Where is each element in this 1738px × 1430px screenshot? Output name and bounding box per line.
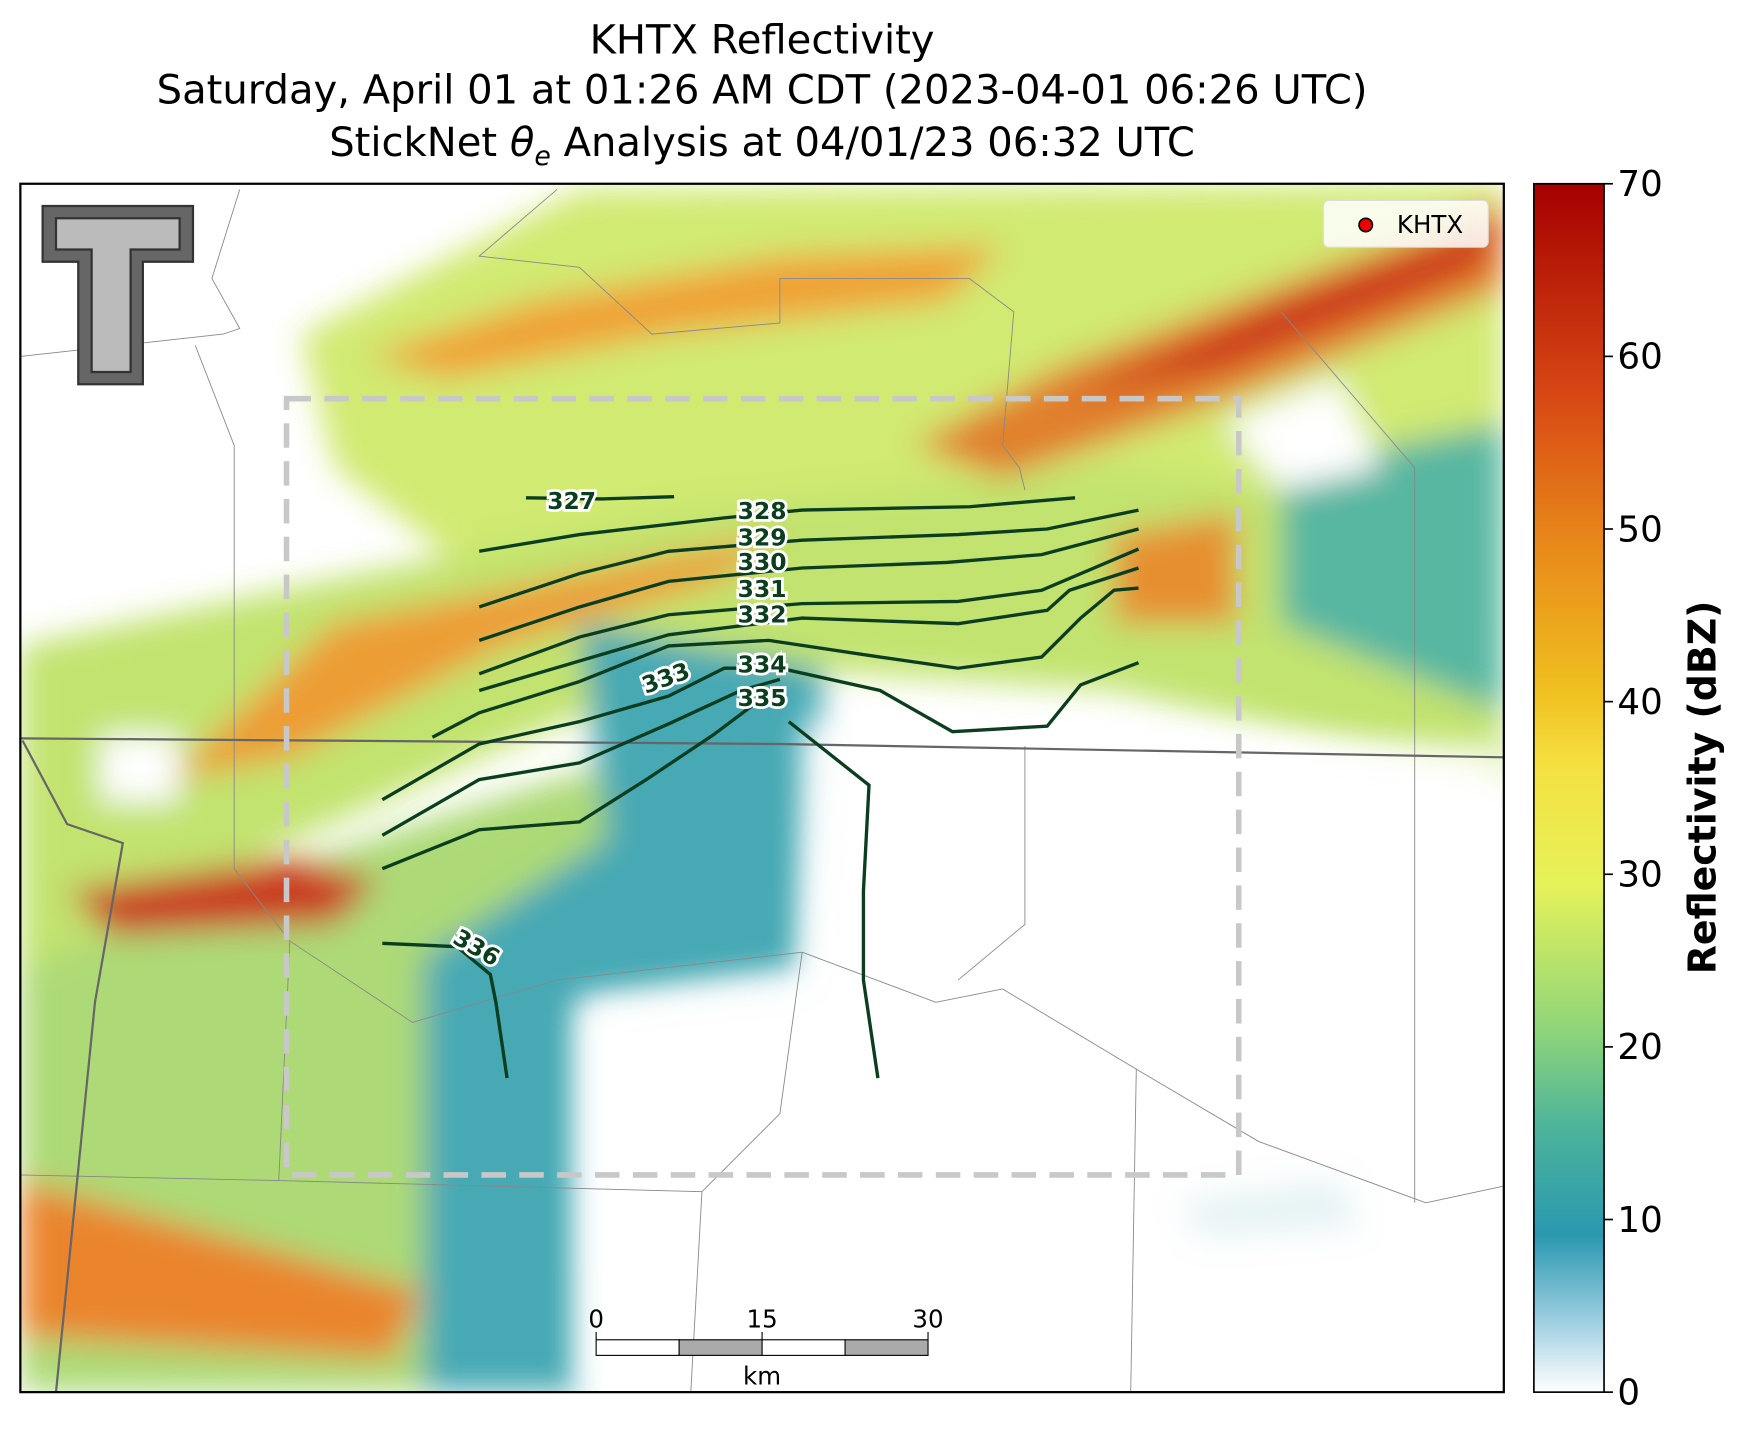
legend-marker (1358, 217, 1374, 233)
title-prefix: StickNet (329, 120, 497, 166)
scale-tick-label: 30 (912, 1305, 943, 1334)
scale-segment (595, 1339, 680, 1356)
contour-label: 329 (738, 524, 787, 552)
contour-label: 328 (738, 497, 787, 525)
contour-label: 332 (738, 600, 787, 628)
scale-tick-label: 0 (588, 1305, 604, 1334)
reflectivity-field (20, 183, 1504, 1393)
colorbar-tick-label: 10 (1617, 1200, 1662, 1241)
title-suffix: Analysis at 04/01/23 06:32 UTC (564, 120, 1195, 166)
colorbar-tick-label: 30 (1617, 855, 1662, 896)
scale-segment (761, 1339, 846, 1356)
map: 327 328 329 330 331 332 333 334 335 336 … (20, 183, 1504, 1393)
colorbar-tick-label: 70 (1617, 164, 1662, 205)
scale-tick-label: 15 (746, 1305, 777, 1334)
contour-label: 327 (547, 487, 596, 515)
colorbar: Reflectivity (dBZ) 0 10 20 30 40 50 60 70 (1533, 164, 1724, 1413)
contour-label: 335 (738, 684, 787, 712)
title-line2: Saturday, April 01 at 01:26 AM CDT (2023… (157, 68, 1368, 114)
contour-label: 330 (738, 548, 787, 576)
scale-segment (844, 1339, 929, 1356)
legend: KHTX (1322, 199, 1489, 248)
scale-bar: 0 15 30 km (588, 1305, 943, 1391)
title-line3: StickNet θe Analysis at 04/01/23 06:32 U… (329, 120, 1195, 172)
colorbar-scale (1533, 182, 1605, 1393)
colorbar-tick-label: 0 (1617, 1372, 1640, 1413)
scale-segment (678, 1339, 763, 1356)
title-subscript: e (534, 141, 550, 172)
colorbar-tick-label: 60 (1617, 337, 1662, 378)
contour-label: 331 (738, 575, 787, 603)
legend-label: KHTX (1397, 210, 1463, 239)
logo (41, 204, 195, 386)
title-line1: KHTX Reflectivity (590, 17, 935, 63)
scale-unit: km (743, 1361, 781, 1390)
contour-label: 334 (738, 650, 787, 678)
map-frame (19, 182, 1505, 1394)
contour-lines (381, 495, 1140, 1079)
title-symbol: θ (510, 120, 535, 166)
colorbar-tick-label: 50 (1617, 509, 1662, 550)
colorbar-tick-label: 20 (1617, 1027, 1662, 1068)
colorbar-tick-label: 40 (1617, 682, 1662, 723)
colorbar-label: Reflectivity (dBZ) (1680, 601, 1724, 975)
